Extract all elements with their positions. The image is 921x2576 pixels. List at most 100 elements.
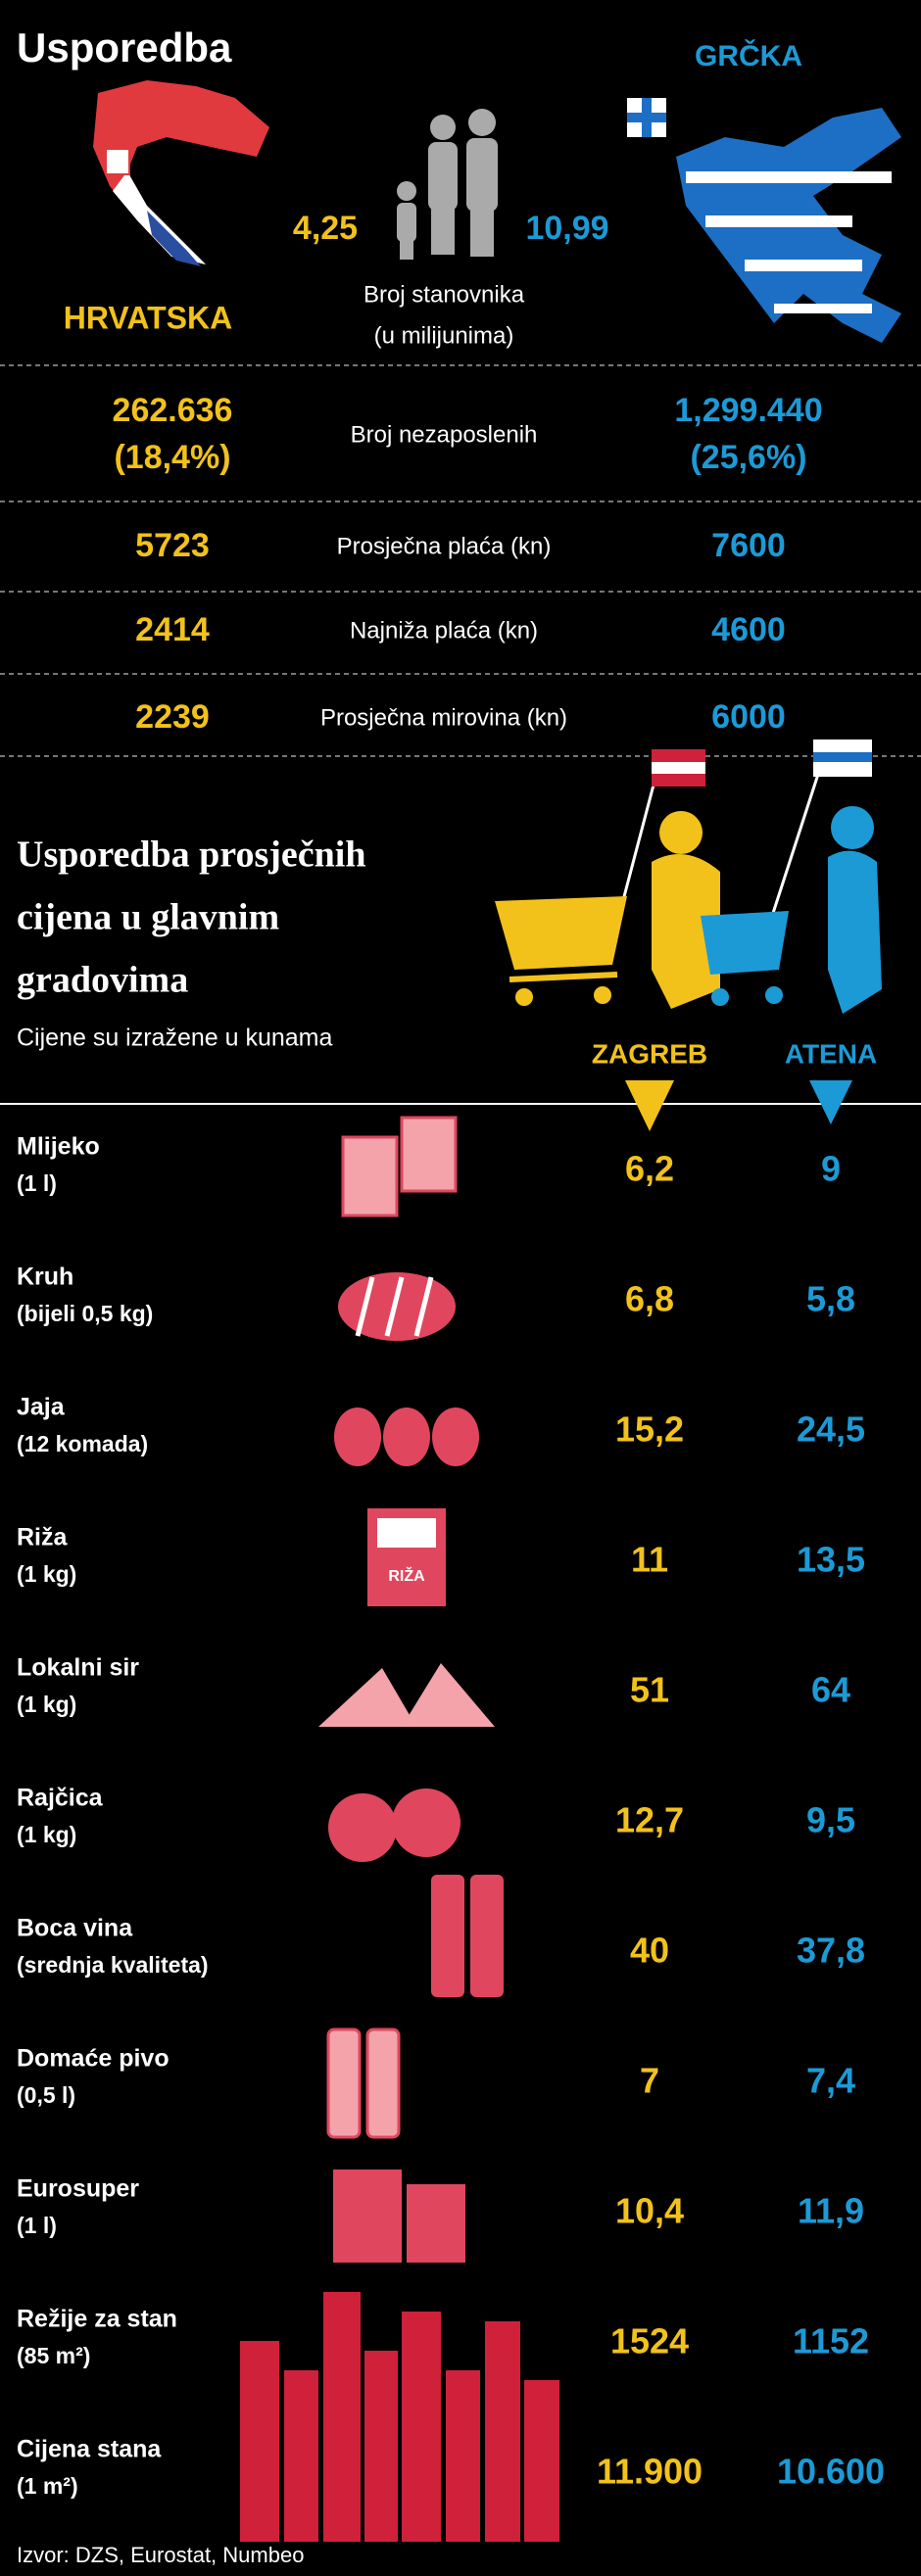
price-table: Mlijeko (1 l) 6,2 9 Kruh (bijeli 0,5 kg) 6,8 5,… xyxy=(17,1116,885,2499)
tomato xyxy=(328,1793,397,1862)
column-header: ATENA xyxy=(785,1038,877,1069)
stat-left: 262.636 xyxy=(113,392,233,429)
price-atena: 9,5 xyxy=(806,1800,855,1840)
greece-map xyxy=(627,98,901,343)
price-row: Kruh (bijeli 0,5 kg) 6,8 5,8 xyxy=(17,1264,855,1341)
arrow xyxy=(809,1080,852,1124)
price-row: Lokalni sir (1 kg) 51 64 xyxy=(17,1654,850,1727)
item-unit: (1 m²) xyxy=(17,2473,78,2499)
price-row: Režije za stan (85 m²) 1524 1152 xyxy=(17,2306,869,2368)
price-atena: 5,8 xyxy=(806,1279,855,1319)
price-atena: 37,8 xyxy=(797,1931,865,1971)
croatia-map xyxy=(93,80,269,266)
price-zagreb: 6,2 xyxy=(625,1149,674,1189)
skyline-icon xyxy=(240,2292,559,2542)
stat-label: Prosječna plaća (kn) xyxy=(337,533,552,559)
item-name: Mlijeko xyxy=(17,1133,100,1161)
shopping-carts xyxy=(495,739,882,1014)
price-atena: 64 xyxy=(811,1670,850,1710)
item-unit: (12 komada) xyxy=(17,1431,148,1456)
price-zagreb: 11 xyxy=(631,1540,668,1580)
stat-right: (25,6%) xyxy=(690,439,806,476)
price-row: Domaće pivo (0,5 l) 7 7,4 xyxy=(17,2027,855,2139)
item-unit: (85 m²) xyxy=(17,2343,90,2368)
item-name: Riža xyxy=(17,1524,69,1551)
price-atena: 13,5 xyxy=(797,1540,865,1580)
column-header: ZAGREB xyxy=(592,1038,707,1069)
bread-cut xyxy=(355,1276,375,1337)
section-title: Usporedba prosječnih xyxy=(17,835,366,876)
item-unit: (1 kg) xyxy=(17,1822,76,1847)
fuel-pump xyxy=(333,2170,402,2263)
item-name: Kruh xyxy=(17,1264,73,1291)
carton xyxy=(400,1116,458,1193)
rice-box-label: RIŽA xyxy=(388,1566,425,1585)
section-title: gradovima xyxy=(17,960,188,1001)
stat-label: Broj nezaposlenih xyxy=(351,421,538,448)
item-name: Jaja xyxy=(17,1394,66,1421)
price-zagreb: 6,8 xyxy=(625,1279,674,1319)
carton xyxy=(341,1135,399,1217)
fuel-pump xyxy=(407,2184,465,2263)
price-zagreb: 1524 xyxy=(610,2321,689,2361)
price-row: Eurosuper (1 l) 10,4 11,9 xyxy=(17,2170,864,2263)
egg xyxy=(432,1407,479,1466)
item-unit: (0,5 l) xyxy=(17,2082,75,2108)
rice-box-window xyxy=(377,1518,436,1548)
item-name: Cijena stana xyxy=(17,2436,162,2463)
stat-right: 4600 xyxy=(711,611,786,648)
cheese xyxy=(402,1663,495,1727)
beer-bottle xyxy=(326,2027,362,2139)
price-zagreb: 7 xyxy=(640,2061,659,2101)
section-subtitle: Cijene su izražene u kunama xyxy=(17,1025,332,1052)
stats: 262.636 (18,4%) 1,299.440 (25,6%) Broj nezap… xyxy=(0,392,921,757)
price-row: Cijena stana (1 m²) 11.900 10.600 xyxy=(17,2436,885,2499)
price-row: Rajčica (1 kg) 12,7 9,5 xyxy=(17,1785,855,1862)
wine-bottle xyxy=(470,1875,504,1997)
item-name: Rajčica xyxy=(17,1785,104,1812)
stat-left: 2414 xyxy=(135,611,210,648)
item-unit: (1 kg) xyxy=(17,1692,76,1717)
price-zagreb: 51 xyxy=(630,1670,669,1710)
cheese xyxy=(318,1668,416,1727)
item-unit: (bijeli 0,5 kg) xyxy=(17,1301,153,1326)
price-row: Jaja (12 komada) 15,2 24,5 xyxy=(17,1394,865,1466)
stat-left: 2239 xyxy=(135,698,210,736)
price-atena: 9 xyxy=(821,1149,841,1189)
stat-right: 6000 xyxy=(711,698,786,736)
item-name: Režije za stan xyxy=(17,2306,177,2333)
family-icon xyxy=(397,109,498,260)
item-name: Domaće pivo xyxy=(17,2045,170,2073)
price-row: Mlijeko (1 l) 6,2 9 xyxy=(17,1116,841,1217)
item-unit: (1 l) xyxy=(17,2213,57,2238)
price-zagreb: 12,7 xyxy=(615,1800,684,1840)
stat-label: Najniža plaća (kn) xyxy=(350,617,538,644)
item-name: Eurosuper xyxy=(17,2175,139,2203)
price-atena: 24,5 xyxy=(797,1409,865,1450)
item-name: Lokalni sir xyxy=(17,1654,139,1682)
price-zagreb: 10,4 xyxy=(615,2191,684,2231)
price-row: Boca vina (srednja kvaliteta) 40 37,8 xyxy=(17,1875,865,1997)
title: Usporedba xyxy=(17,24,232,71)
stat-left: 5723 xyxy=(135,527,210,564)
bread-cut xyxy=(384,1276,405,1337)
stat-right: 7600 xyxy=(711,527,786,564)
country-right: GRČKA xyxy=(695,39,802,72)
section-title: cijena u glavnim xyxy=(17,897,279,938)
item-name: Boca vina xyxy=(17,1915,133,1942)
price-atena: 7,4 xyxy=(806,2061,855,2101)
stat-right: 1,299.440 xyxy=(674,392,822,429)
price-zagreb: 15,2 xyxy=(615,1409,684,1450)
tomato xyxy=(392,1789,460,1857)
wine-bottle xyxy=(431,1875,464,1997)
country-left: HRVATSKA xyxy=(64,300,232,335)
price-atena: 11,9 xyxy=(798,2191,864,2231)
price-zagreb: 40 xyxy=(630,1931,669,1971)
beer-bottle xyxy=(365,2027,401,2139)
item-unit: (srednja kvaliteta) xyxy=(17,1952,209,1978)
population-right: 10,99 xyxy=(525,210,608,247)
bread-cut xyxy=(413,1276,434,1337)
stat-left: (18,4%) xyxy=(114,439,230,476)
